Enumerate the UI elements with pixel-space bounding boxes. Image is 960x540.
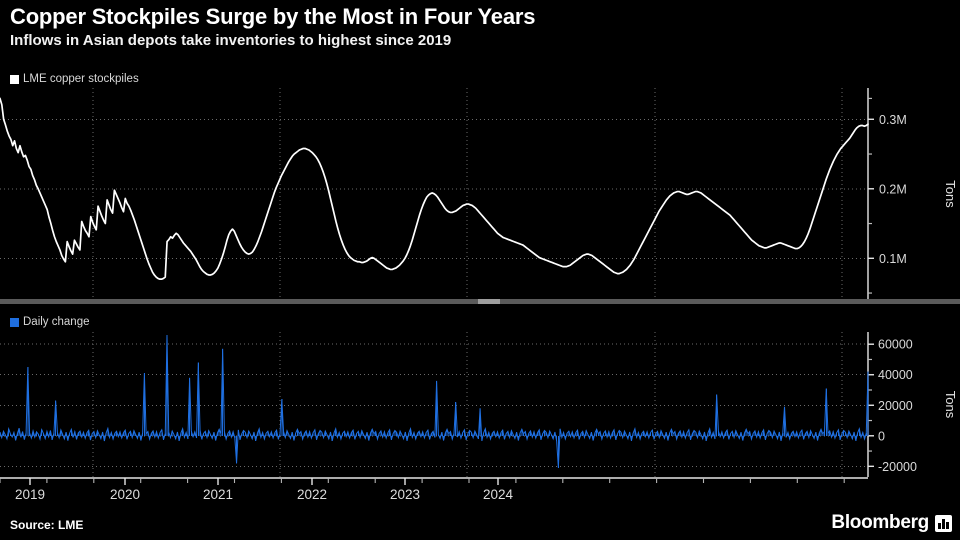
svg-text:2024: 2024 bbox=[483, 487, 514, 502]
svg-text:60000: 60000 bbox=[878, 338, 913, 352]
legend-swatch-daily-change bbox=[10, 317, 19, 327]
panel-divider[interactable] bbox=[0, 299, 960, 304]
page-subtitle: Inflows in Asian depots take inventories… bbox=[10, 32, 452, 49]
source-note: Source: LME bbox=[10, 518, 84, 532]
page-title: Copper Stockpiles Surge by the Most in F… bbox=[10, 4, 536, 29]
svg-text:2020: 2020 bbox=[110, 487, 140, 502]
chart-panel-daily-change: 60000 40000 20000 0 -20000 Tons bbox=[0, 332, 960, 477]
chart-panel-stockpiles: 0.1M 0.2M 0.3M Tons bbox=[0, 88, 960, 300]
legend-bottom: Daily change bbox=[10, 316, 89, 328]
bloomberg-bars-icon bbox=[935, 514, 952, 532]
svg-text:20000: 20000 bbox=[878, 399, 913, 413]
brand-name: Bloomberg bbox=[831, 512, 929, 533]
svg-text:2023: 2023 bbox=[390, 487, 420, 502]
x-axis: 2019 2020 2021 2022 2023 2024 bbox=[0, 477, 960, 512]
svg-text:0.1M: 0.1M bbox=[879, 252, 907, 266]
legend-label-daily-change: Daily change bbox=[23, 316, 90, 328]
svg-text:2021: 2021 bbox=[203, 487, 233, 502]
divider-thumb[interactable] bbox=[478, 299, 500, 304]
legend-swatch-stockpiles bbox=[10, 74, 19, 84]
svg-text:0: 0 bbox=[878, 429, 885, 443]
svg-text:2019: 2019 bbox=[15, 487, 45, 502]
legend-label-stockpiles: LME copper stockpiles bbox=[23, 73, 139, 85]
svg-text:-20000: -20000 bbox=[878, 460, 917, 474]
svg-text:2022: 2022 bbox=[297, 487, 327, 502]
svg-text:Tons: Tons bbox=[943, 180, 958, 208]
svg-text:40000: 40000 bbox=[878, 368, 913, 382]
bloomberg-branding: Bloomberg bbox=[831, 512, 952, 534]
svg-text:Tons: Tons bbox=[943, 391, 958, 419]
svg-text:0.3M: 0.3M bbox=[879, 113, 907, 127]
legend-top: LME copper stockpiles bbox=[10, 73, 139, 85]
svg-text:0.2M: 0.2M bbox=[879, 182, 907, 196]
